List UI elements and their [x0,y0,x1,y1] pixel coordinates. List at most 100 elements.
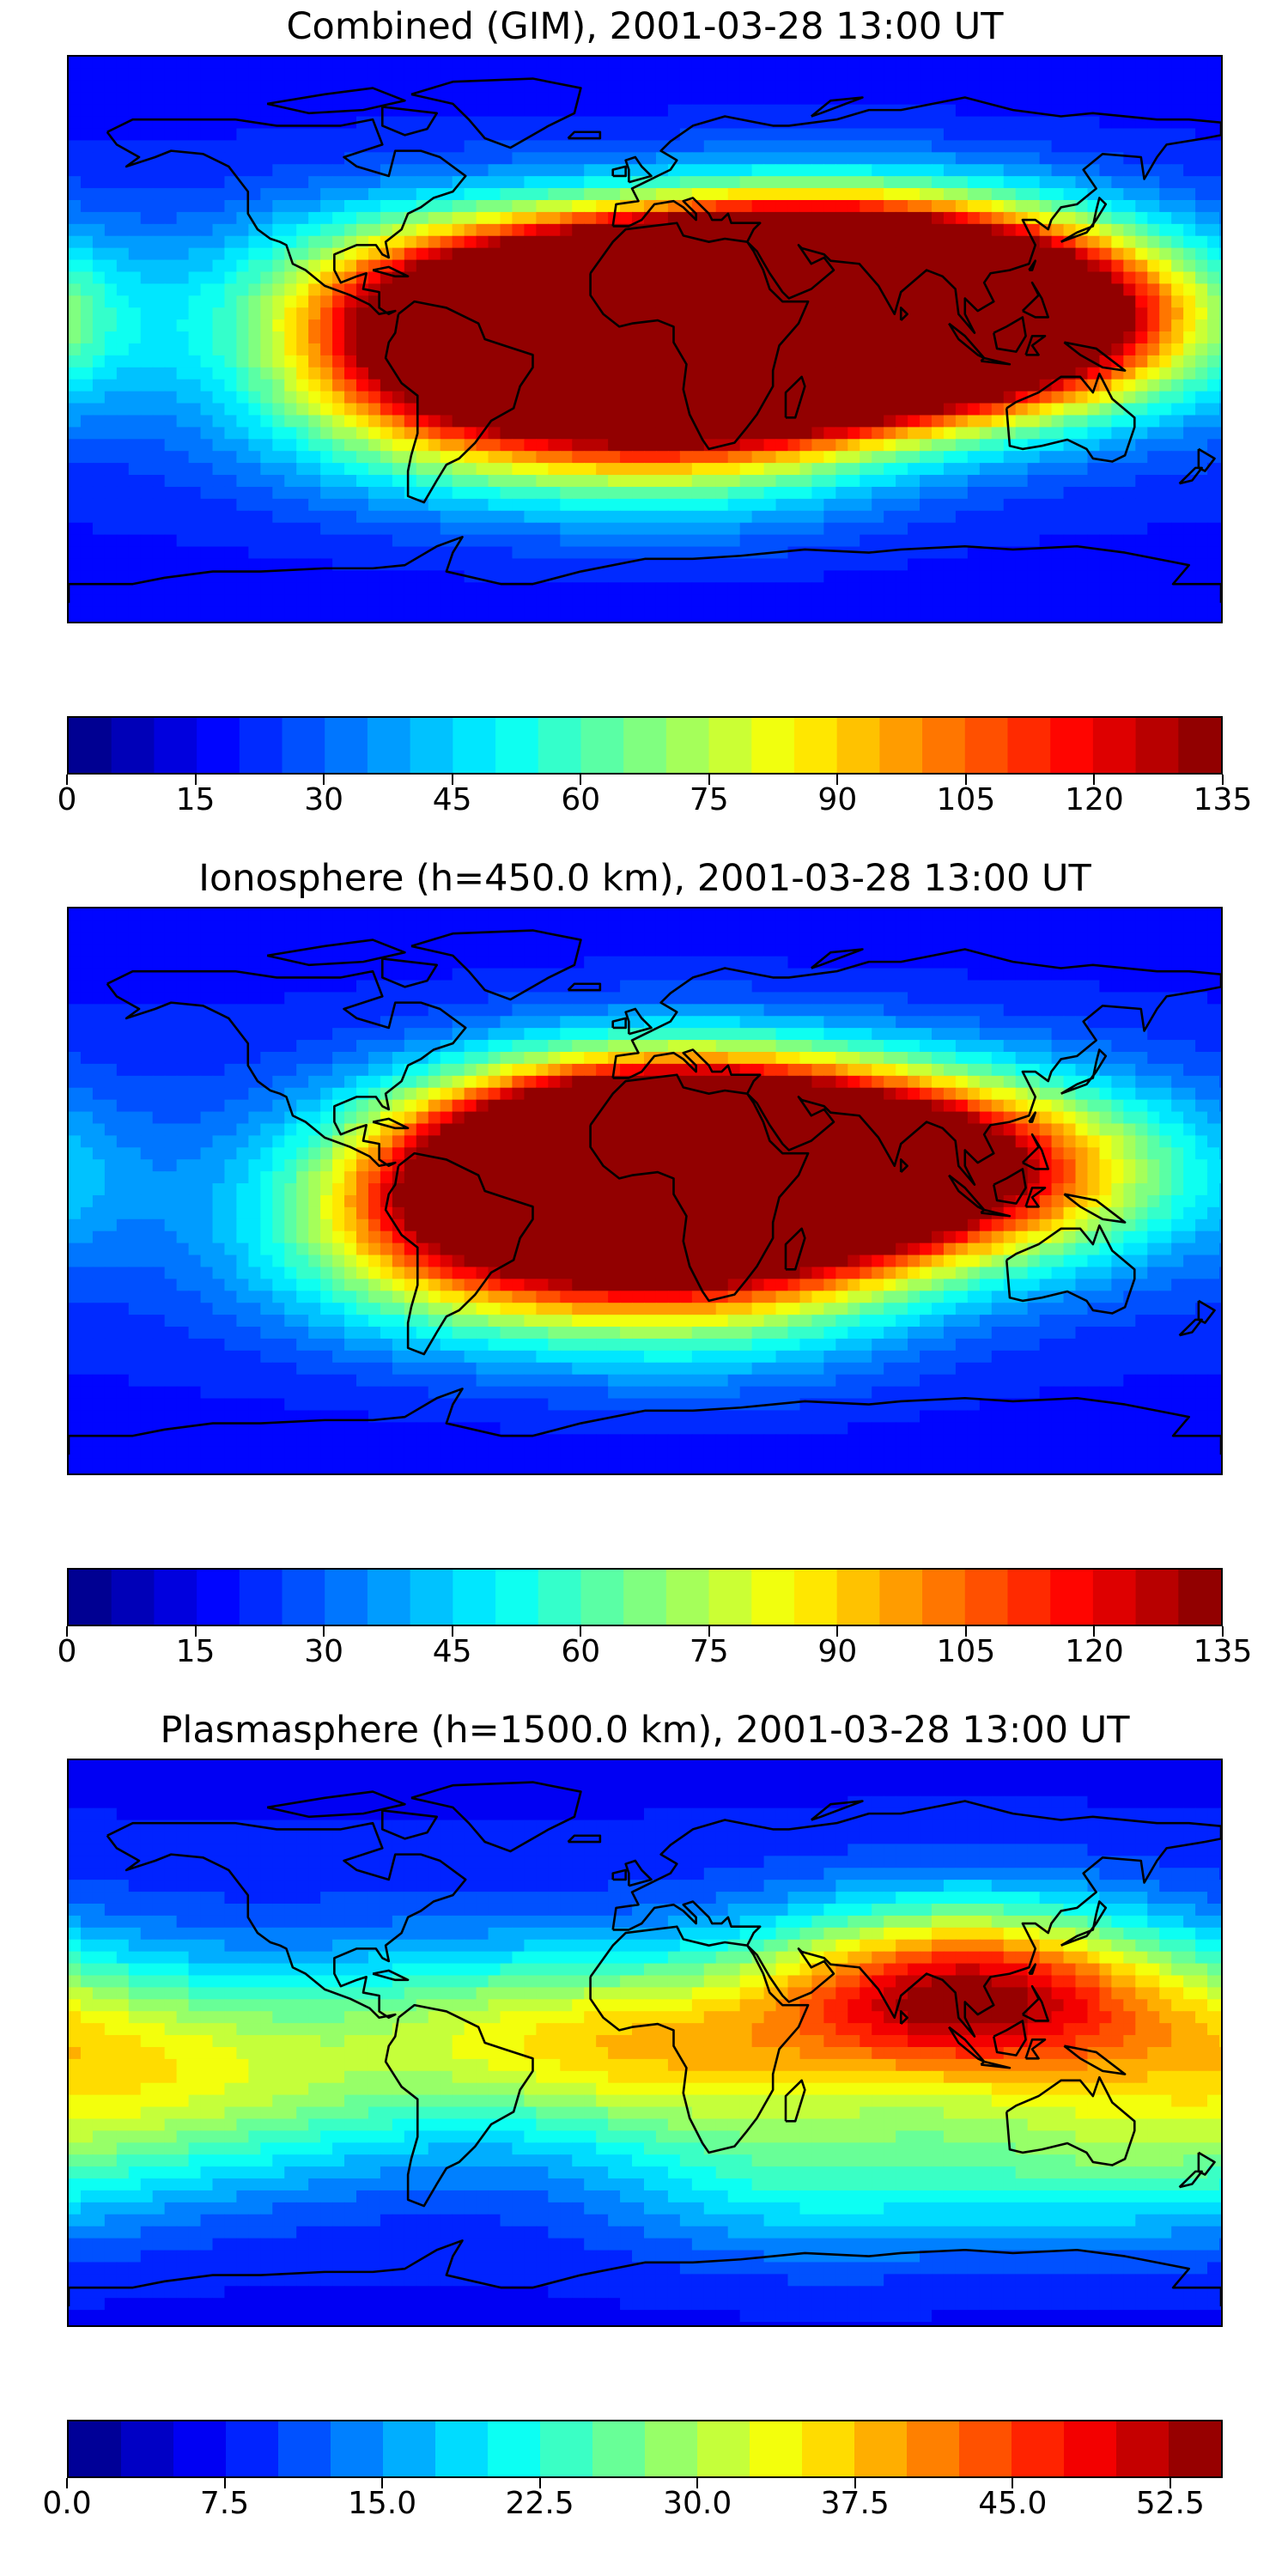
heatmap-cell [884,331,896,344]
heatmap-cell [488,188,501,201]
heatmap-cell [1135,235,1148,249]
heatmap-cell [860,606,872,619]
heatmap-cell [536,259,549,273]
heatmap-cell [560,343,573,356]
heatmap-cell [212,558,226,571]
heatmap-cell [188,582,202,595]
heatmap-cell [152,104,166,118]
heatmap-cell [200,439,214,452]
heatmap-cell [884,319,896,332]
heatmap-cell [80,415,94,428]
heatmap-cell [955,367,969,380]
heatmap-cell [848,116,860,130]
heatmap-cell [164,92,178,106]
heatmap-cell [775,57,789,70]
heatmap-cell [524,546,537,560]
heatmap-cell [1159,199,1172,213]
heatmap-cell [1207,235,1220,249]
heatmap-cell [404,415,417,428]
heatmap-cell [488,427,501,440]
heatmap-cell [236,343,249,356]
heatmap-cell [823,582,836,595]
heatmap-cell [1099,908,1112,921]
heatmap-cell [524,271,537,284]
heatmap-cell [991,283,1005,296]
heatmap-cell [356,211,369,225]
heatmap-cell [872,331,884,344]
heatmap-cell [69,475,82,488]
heatmap-cell [272,606,285,619]
heatmap-cell [739,223,753,237]
heatmap-cell [799,68,813,82]
heatmap-cell [404,367,417,380]
heatmap-cell [404,391,417,404]
heatmap-cell [1063,80,1077,94]
heatmap-cell [452,379,465,392]
heatmap-cell [667,522,681,536]
heatmap-cell [164,355,178,368]
coastline [1197,447,1216,472]
heatmap-cell [596,104,609,118]
heatmap-cell [1183,343,1196,356]
heatmap-cell [248,618,261,622]
heatmap-cell [1075,140,1089,153]
heatmap-cell [1099,570,1112,583]
heatmap-cell [835,403,848,416]
heatmap-cell [392,546,405,560]
heatmap-cell [1183,319,1196,332]
heatmap-cell [212,391,226,404]
heatmap-cell [248,140,261,153]
heatmap-cell [464,164,477,177]
heatmap-cell [1135,920,1148,933]
heatmap-cell [775,522,789,536]
heatmap-cell [908,68,920,82]
heatmap-cell [440,570,453,583]
heatmap-cell [236,247,249,261]
heatmap-cell [260,498,273,512]
heatmap-cell [152,343,166,356]
heatmap-cell [92,403,106,416]
heatmap-cell [332,486,345,500]
heatmap-cell [596,570,609,583]
heatmap-cell [476,486,489,500]
coastline [811,96,864,118]
heatmap-cell [932,176,945,189]
heatmap-cell [308,391,321,404]
heatmap-cell [632,104,645,118]
heatmap-cell [979,128,993,142]
heatmap-cell [703,199,717,213]
heatmap-cell [392,80,405,94]
heatmap-cell [260,367,273,380]
heatmap-cell [476,343,489,356]
heatmap-cell [679,582,693,595]
heatmap-cell [464,199,477,213]
heatmap-cell [140,307,154,320]
heatmap-cell [260,343,273,356]
heatmap-cell [1147,68,1160,82]
heatmap-cell [715,247,729,261]
heatmap-cell [476,188,489,201]
heatmap-cell [908,439,920,452]
heatmap-cell [751,283,765,296]
heatmap-cell [1015,522,1029,536]
heatmap-cell [212,498,226,512]
heatmap-cell [1051,331,1065,344]
heatmap-cell [751,486,765,500]
heatmap-cell [679,343,693,356]
heatmap-cell [428,331,441,344]
heatmap-cell [128,188,142,201]
heatmap-cell [440,57,453,70]
heatmap-cell [1003,618,1017,622]
heatmap-cell [212,606,226,619]
heatmap-cell [212,908,226,921]
heatmap-cell [380,475,393,488]
heatmap-cell [979,343,993,356]
heatmap-cell [176,534,190,548]
heatmap-cell [920,618,933,622]
heatmap-cell [679,486,693,500]
heatmap-cell [140,486,154,500]
heatmap-cell [884,68,896,82]
heatmap-cell [536,522,549,536]
heatmap-cell [488,439,501,452]
heatmap-cell [739,534,753,548]
